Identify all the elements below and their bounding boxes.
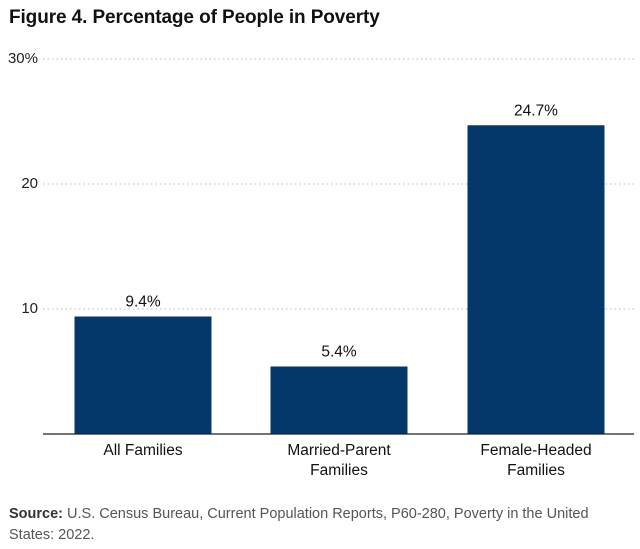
bar bbox=[467, 125, 605, 434]
data-label: 5.4% bbox=[321, 344, 357, 361]
y-tick-label: 10 bbox=[21, 300, 38, 317]
y-tick-label: 30% bbox=[8, 50, 38, 67]
x-axis-labels: All Families Married-Parent Families Female… bbox=[103, 442, 591, 479]
data-label: 24.7% bbox=[514, 102, 558, 119]
data-label: 9.4% bbox=[125, 294, 161, 311]
bars: 9.4% 5.4% 24.7% bbox=[74, 102, 605, 434]
x-category-label: Female-Headed bbox=[480, 442, 591, 459]
chart-title: Figure 4. Percentage of People in Povert… bbox=[9, 7, 380, 28]
y-tick-label: 20 bbox=[21, 175, 38, 192]
x-category-label: Families bbox=[310, 462, 368, 479]
source-text: U.S. Census Bureau, Current Population R… bbox=[9, 506, 589, 543]
bar bbox=[270, 366, 408, 434]
x-category-label: All Families bbox=[103, 442, 182, 459]
x-category-label: Families bbox=[507, 462, 565, 479]
x-category-label: Married-Parent bbox=[287, 442, 391, 459]
bar bbox=[74, 316, 212, 434]
y-axis-ticks: 10 20 30% bbox=[8, 50, 38, 317]
source-label: Source: bbox=[9, 506, 63, 522]
source-note: Source: U.S. Census Bureau, Current Popu… bbox=[9, 504, 609, 546]
